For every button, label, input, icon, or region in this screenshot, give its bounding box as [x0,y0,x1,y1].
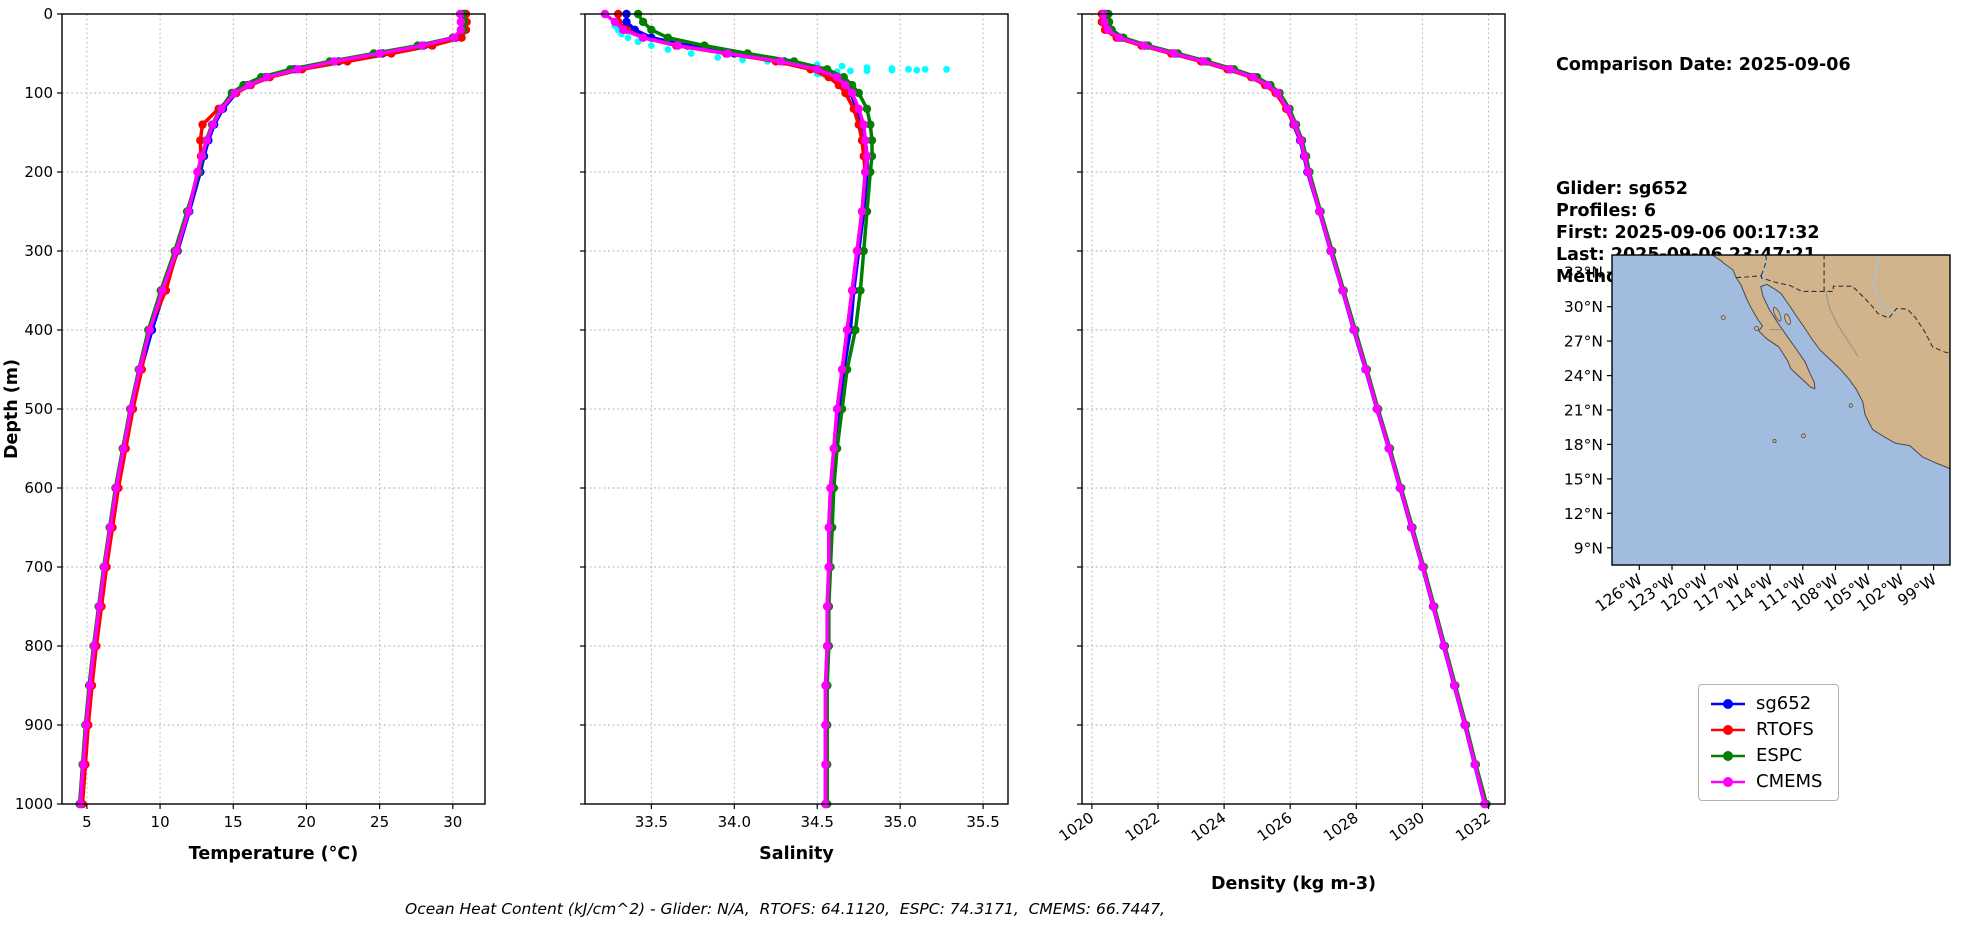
svg-text:25: 25 [370,813,389,831]
legend-marker-icon [1711,724,1745,735]
svg-text:700: 700 [24,558,53,576]
legend-item-rtofs: RTOFS [1709,719,1822,740]
svg-text:600: 600 [24,479,53,497]
svg-text:33°N: 33°N [1564,264,1603,282]
svg-text:800: 800 [24,637,53,655]
svg-text:33.5: 33.5 [635,813,668,831]
svg-text:35.0: 35.0 [883,813,916,831]
svg-text:20: 20 [297,813,316,831]
svg-text:21°N: 21°N [1564,402,1603,420]
svg-text:27°N: 27°N [1564,333,1603,351]
svg-text:30°N: 30°N [1564,298,1603,316]
svg-text:34.5: 34.5 [800,813,833,831]
location-map: 33°N30°N27°N24°N21°N18°N15°N12°N9°N126°W… [1564,254,1951,615]
info-line: Glider: sg652 [1556,179,1688,199]
temperature-profile-chart: 5 10 15 20 25 3001002003004005006007008009001… [2,5,486,864]
svg-text:400: 400 [24,321,53,339]
svg-text:12°N: 12°N [1564,505,1603,523]
info-spacer [1556,120,1851,134]
svg-text:1024: 1024 [1188,809,1230,846]
legend-item-cmems: CMEMS [1709,771,1822,792]
svg-text:Salinity: Salinity [759,844,834,864]
svg-text:1028: 1028 [1320,809,1362,846]
legend-marker-icon [1711,776,1745,787]
legend-label: RTOFS [1756,719,1814,740]
legend-marker-icon [1711,698,1745,709]
svg-text:1026: 1026 [1254,809,1296,846]
legend-marker-icon [1711,750,1745,761]
svg-text:1030: 1030 [1386,809,1428,846]
info-line: Profiles: 6 [1556,201,1657,221]
svg-text:30: 30 [443,813,462,831]
salinity-profile-chart: 33.5 34.0 34.5 35.0 35.5 Salinity [580,9,1009,864]
legend-item-sg652: sg652 [1709,693,1822,714]
svg-text:9°N: 9°N [1574,539,1603,557]
svg-text:Depth (m): Depth (m) [2,359,22,459]
svg-text:1022: 1022 [1122,809,1164,846]
svg-text:35.5: 35.5 [966,813,999,831]
svg-text:Density (kg m-3): Density (kg m-3) [1211,874,1376,894]
legend-label: sg652 [1756,693,1812,714]
svg-text:34.0: 34.0 [718,813,751,831]
svg-text:500: 500 [24,400,53,418]
info-line: First: 2025-09-06 00:17:32 [1556,223,1820,243]
svg-text:5: 5 [82,813,92,831]
density-profile-chart: 1020 1022 1024 1026 1028 1030 1032 Density (kg … [1056,9,1506,894]
legend-label: CMEMS [1756,771,1823,792]
svg-text:15°N: 15°N [1564,470,1603,488]
svg-text:Temperature (°C): Temperature (°C) [189,844,359,864]
svg-text:15: 15 [224,813,243,831]
legend-item-espc: ESPC [1709,745,1822,766]
svg-text:100: 100 [24,84,53,102]
svg-text:1032: 1032 [1452,809,1494,846]
svg-text:18°N: 18°N [1564,436,1603,454]
svg-text:900: 900 [24,716,53,734]
comparison-date-text: Comparison Date: 2025-09-06 [1556,55,1851,75]
svg-text:1020: 1020 [1056,809,1098,846]
svg-text:10: 10 [151,813,170,831]
legend-label: ESPC [1756,745,1803,766]
svg-text:24°N: 24°N [1564,367,1603,385]
svg-text:1000: 1000 [15,795,53,813]
svg-text:0: 0 [43,5,53,23]
svg-text:300: 300 [24,242,53,260]
svg-text:99°W: 99°W [1895,571,1940,610]
ocean-heat-content-caption: Ocean Heat Content (kJ/cm^2) - Glider: N… [405,900,1165,918]
chart-legend: sg652 RTOFS ESPC CMEMS [1698,684,1840,801]
svg-text:200: 200 [24,163,53,181]
